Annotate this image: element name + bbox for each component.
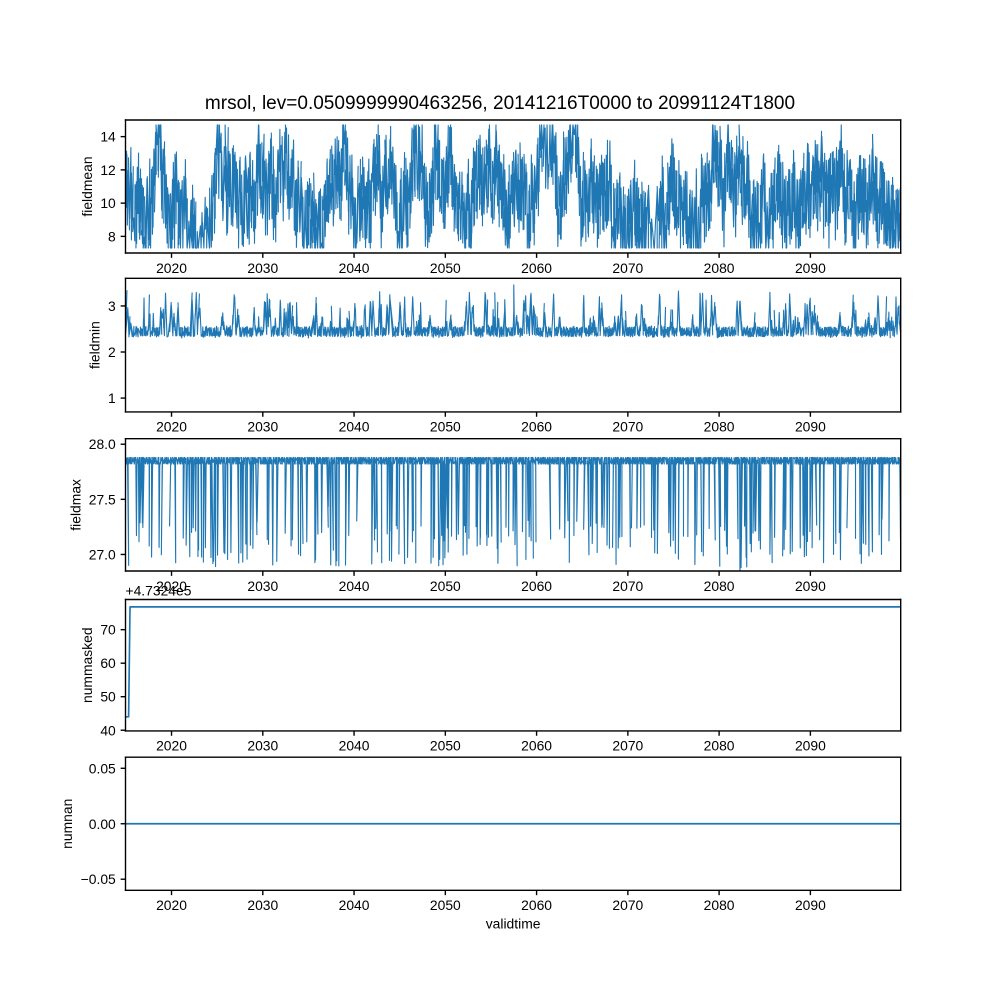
svg-text:fieldmin: fieldmin bbox=[87, 321, 103, 369]
svg-text:8: 8 bbox=[108, 228, 116, 244]
svg-text:2090: 2090 bbox=[795, 419, 826, 435]
svg-text:2050: 2050 bbox=[430, 738, 461, 754]
svg-text:2060: 2060 bbox=[521, 897, 552, 913]
svg-text:0.05: 0.05 bbox=[89, 760, 116, 776]
svg-text:fieldmax: fieldmax bbox=[67, 479, 83, 531]
svg-text:mrsol, lev=0.0509999990463256,: mrsol, lev=0.0509999990463256, 20141216T… bbox=[205, 93, 795, 114]
svg-text:40: 40 bbox=[100, 722, 116, 738]
svg-text:2070: 2070 bbox=[612, 738, 643, 754]
svg-text:2050: 2050 bbox=[430, 897, 461, 913]
svg-text:2080: 2080 bbox=[704, 260, 735, 276]
svg-text:2040: 2040 bbox=[339, 578, 370, 594]
svg-text:2070: 2070 bbox=[612, 897, 643, 913]
svg-text:2050: 2050 bbox=[430, 419, 461, 435]
svg-text:+4.7324e5: +4.7324e5 bbox=[126, 582, 192, 598]
svg-text:2060: 2060 bbox=[521, 260, 552, 276]
svg-text:2020: 2020 bbox=[156, 419, 187, 435]
svg-text:2080: 2080 bbox=[704, 578, 735, 594]
svg-text:2090: 2090 bbox=[795, 738, 826, 754]
svg-text:27.0: 27.0 bbox=[89, 546, 116, 562]
svg-text:2050: 2050 bbox=[430, 578, 461, 594]
svg-text:2020: 2020 bbox=[156, 897, 187, 913]
svg-text:−0.05: −0.05 bbox=[81, 871, 116, 887]
svg-text:2020: 2020 bbox=[156, 738, 187, 754]
svg-text:2080: 2080 bbox=[704, 738, 735, 754]
svg-text:2090: 2090 bbox=[795, 897, 826, 913]
svg-text:2080: 2080 bbox=[704, 897, 735, 913]
svg-text:2070: 2070 bbox=[612, 419, 643, 435]
svg-text:validtime: validtime bbox=[486, 916, 541, 932]
svg-text:0.00: 0.00 bbox=[89, 816, 116, 832]
svg-text:2030: 2030 bbox=[247, 578, 278, 594]
svg-text:2080: 2080 bbox=[704, 419, 735, 435]
svg-text:2070: 2070 bbox=[612, 260, 643, 276]
svg-text:2040: 2040 bbox=[339, 419, 370, 435]
svg-text:2090: 2090 bbox=[795, 578, 826, 594]
svg-text:nummasked: nummasked bbox=[79, 627, 95, 703]
svg-text:1: 1 bbox=[108, 390, 116, 406]
svg-text:numnan: numnan bbox=[59, 799, 75, 849]
svg-text:70: 70 bbox=[100, 622, 116, 638]
svg-text:2030: 2030 bbox=[247, 897, 278, 913]
svg-text:2060: 2060 bbox=[521, 419, 552, 435]
svg-text:2020: 2020 bbox=[156, 260, 187, 276]
svg-text:fieldmean: fieldmean bbox=[79, 156, 95, 216]
svg-text:2050: 2050 bbox=[430, 260, 461, 276]
svg-text:2: 2 bbox=[108, 344, 116, 360]
svg-text:60: 60 bbox=[100, 655, 116, 671]
svg-text:2030: 2030 bbox=[247, 260, 278, 276]
svg-text:2030: 2030 bbox=[247, 419, 278, 435]
svg-text:50: 50 bbox=[100, 689, 116, 705]
svg-text:2040: 2040 bbox=[339, 260, 370, 276]
svg-text:14: 14 bbox=[100, 129, 116, 145]
svg-text:28.0: 28.0 bbox=[89, 436, 116, 452]
svg-text:10: 10 bbox=[100, 195, 116, 211]
svg-text:2040: 2040 bbox=[339, 738, 370, 754]
svg-text:2030: 2030 bbox=[247, 738, 278, 754]
svg-text:12: 12 bbox=[100, 162, 116, 178]
svg-text:2090: 2090 bbox=[795, 260, 826, 276]
svg-text:2070: 2070 bbox=[612, 578, 643, 594]
svg-text:2060: 2060 bbox=[521, 578, 552, 594]
svg-text:2060: 2060 bbox=[521, 738, 552, 754]
svg-text:27.5: 27.5 bbox=[89, 491, 116, 507]
svg-text:3: 3 bbox=[108, 298, 116, 314]
svg-text:2040: 2040 bbox=[339, 897, 370, 913]
